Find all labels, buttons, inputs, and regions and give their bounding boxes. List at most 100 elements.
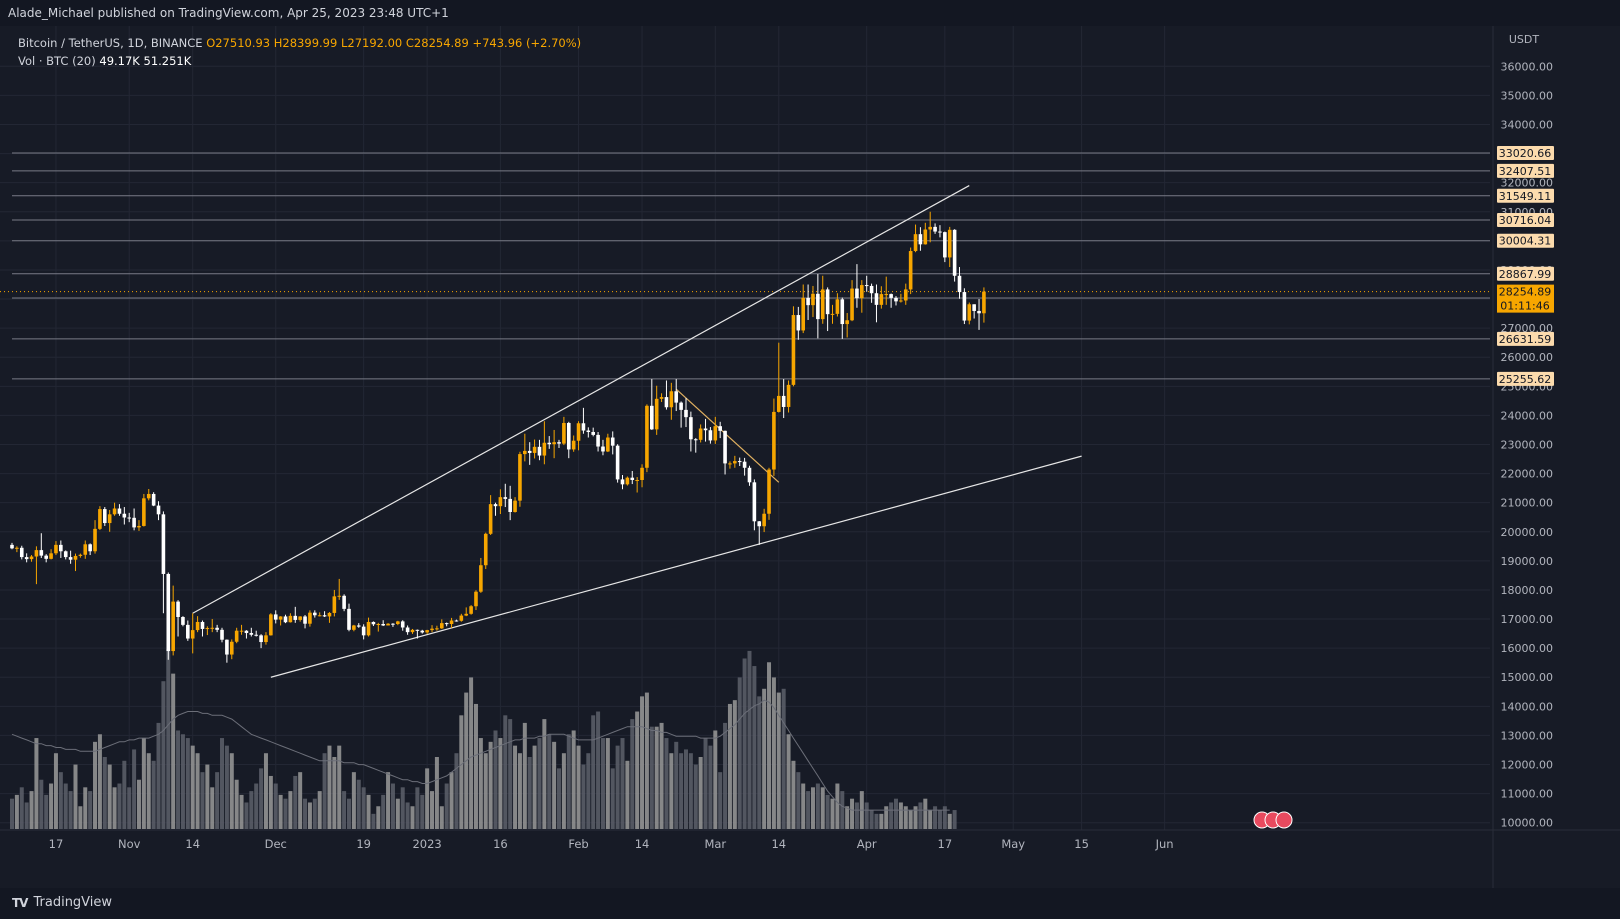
candle-body: [356, 625, 361, 627]
candle-body: [200, 621, 205, 629]
volume-bar: [576, 745, 581, 829]
volume-bar: [337, 745, 342, 829]
candle-body: [249, 633, 254, 635]
candle-body: [737, 461, 742, 463]
candle-body: [220, 629, 224, 640]
candle-body: [620, 479, 625, 485]
x-tick-label: 17: [938, 837, 953, 851]
volume-bar: [815, 783, 820, 829]
candle-body: [342, 595, 346, 609]
candle-body: [982, 291, 986, 314]
level-label: 31549.11: [1499, 190, 1552, 203]
candle-body: [83, 544, 88, 555]
volume-bar: [332, 757, 337, 829]
volume-bar: [737, 677, 742, 829]
volume-bar: [757, 696, 762, 829]
x-tick-label: 19: [356, 837, 371, 851]
price-tick-label: 26000.00: [1501, 351, 1554, 364]
candle-body: [933, 226, 937, 232]
candle-body: [664, 397, 669, 408]
candle-body: [283, 616, 288, 623]
candle-body: [361, 626, 366, 636]
x-tick-label: Feb: [568, 837, 588, 851]
chart-area[interactable]: 10000.00 11000.00 12000.00 13000.00 14000.00…: [0, 26, 1620, 888]
volume-bar: [29, 791, 34, 829]
close-value: C28254.89: [405, 36, 469, 50]
candle-body: [254, 634, 258, 636]
price-tick-label: 13000.00: [1501, 729, 1554, 742]
candle-body: [93, 528, 97, 552]
candle-body: [947, 229, 952, 258]
level-label: 30716.04: [1499, 214, 1552, 227]
volume-bar: [10, 798, 14, 829]
volume-bar: [224, 745, 229, 829]
candle-body: [381, 623, 385, 626]
candle-body: [571, 440, 576, 450]
candle-body: [439, 623, 444, 629]
volume-bar: [937, 810, 942, 829]
candle-body: [337, 595, 342, 597]
volume-bar: [278, 794, 283, 829]
candle-body: [430, 628, 434, 631]
price-tick-label: 22000.00: [1501, 468, 1554, 481]
price-chart[interactable]: 10000.00 11000.00 12000.00 13000.00 14000.00…: [0, 26, 1620, 888]
volume-bar: [796, 772, 801, 829]
candle-body: [703, 428, 708, 431]
candle-body: [566, 422, 571, 450]
level-label-box: [1497, 163, 1554, 178]
candle-body: [102, 509, 107, 524]
tradingview-logo[interactable]: TV TradingView: [12, 895, 112, 910]
volume-bar: [63, 783, 68, 829]
candle-body: [610, 437, 615, 446]
candle-body: [98, 509, 102, 529]
volume-bar: [674, 741, 679, 829]
candle-body: [889, 294, 893, 298]
candle-body: [713, 426, 718, 441]
candle-body: [215, 627, 219, 630]
volume-bar: [781, 688, 786, 829]
candle-body: [205, 628, 210, 630]
volume-bar: [771, 677, 776, 829]
candle-body: [293, 615, 298, 620]
volume-bar: [776, 692, 781, 829]
volume-bar: [444, 783, 449, 829]
volume-bar: [654, 726, 659, 829]
candle-body: [669, 391, 674, 408]
volume-bar: [449, 772, 454, 829]
candle-body: [962, 292, 967, 321]
event-flag-icon: [1275, 811, 1293, 829]
candle-body: [596, 434, 600, 447]
price-tick-label: 10000.00: [1501, 817, 1554, 830]
candle-body: [591, 431, 595, 435]
trendline: [192, 185, 970, 614]
price-tick-label: 14000.00: [1501, 700, 1554, 713]
candle-body: [29, 556, 34, 560]
candle-body: [742, 461, 747, 468]
candle-body: [63, 551, 68, 558]
level-label-box: [1497, 331, 1554, 346]
price-tick-label: 17000.00: [1501, 613, 1554, 626]
candle-body: [210, 627, 215, 629]
candle-body: [112, 508, 117, 515]
volume-bar: [586, 753, 591, 829]
volume-bar: [88, 791, 93, 829]
candle-body: [288, 615, 293, 623]
candle-body: [34, 550, 39, 557]
chart-legend: Bitcoin / TetherUS, 1D, BINANCE O27510.9…: [18, 34, 581, 70]
volume-bar: [356, 779, 361, 829]
footer: TV TradingView: [0, 888, 1620, 919]
volume-bar: [459, 715, 464, 829]
candle-body: [518, 454, 522, 501]
candle-body: [508, 498, 512, 512]
price-tick-label: 19000.00: [1501, 555, 1554, 568]
candle-body: [313, 612, 317, 616]
candle-body: [674, 391, 679, 403]
candle-body: [244, 630, 249, 634]
volume-bar: [508, 719, 513, 829]
candle-body: [347, 608, 351, 630]
volume-bar: [83, 787, 88, 829]
candle-body: [923, 229, 928, 245]
volume-bar: [381, 794, 386, 829]
x-tick-label: 15: [1074, 837, 1089, 851]
candle-body: [762, 513, 766, 527]
